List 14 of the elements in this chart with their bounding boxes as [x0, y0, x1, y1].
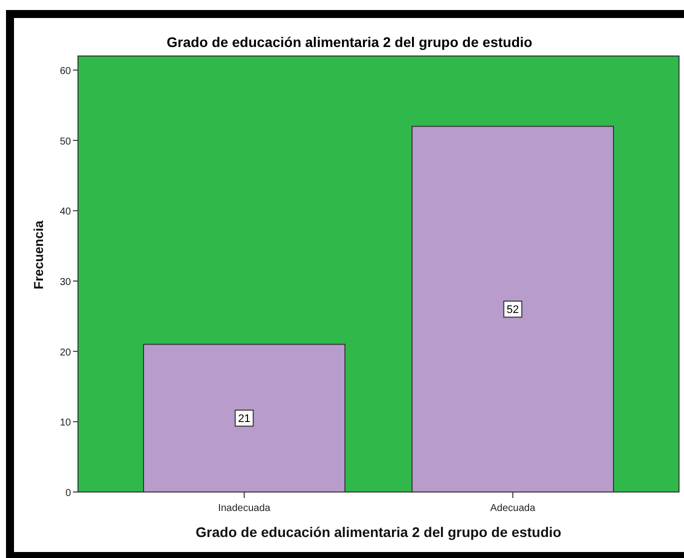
y-tick-label: 60 [60, 66, 72, 78]
data-label: 21 [238, 413, 250, 426]
data-label: 52 [506, 304, 519, 316]
y-tick-label: 40 [60, 206, 72, 218]
chart-title: Grado de educación alimentaria 2 del grupo de estudio [166, 34, 532, 50]
x-axis-title: Grado de educación alimentaria 2 del grupo de estudio [196, 524, 562, 540]
y-tick-label: 30 [60, 277, 72, 288]
y-tick-label: 10 [60, 418, 72, 429]
y-tick-label: 50 [60, 136, 72, 148]
y-tick-label: 0 [65, 488, 72, 499]
x-tick-label: Inadecuada [218, 503, 271, 514]
y-axis-title: Frecuencia [31, 220, 46, 290]
y-tick-label: 20 [60, 347, 72, 358]
x-tick-label: Adecuada [490, 503, 536, 514]
